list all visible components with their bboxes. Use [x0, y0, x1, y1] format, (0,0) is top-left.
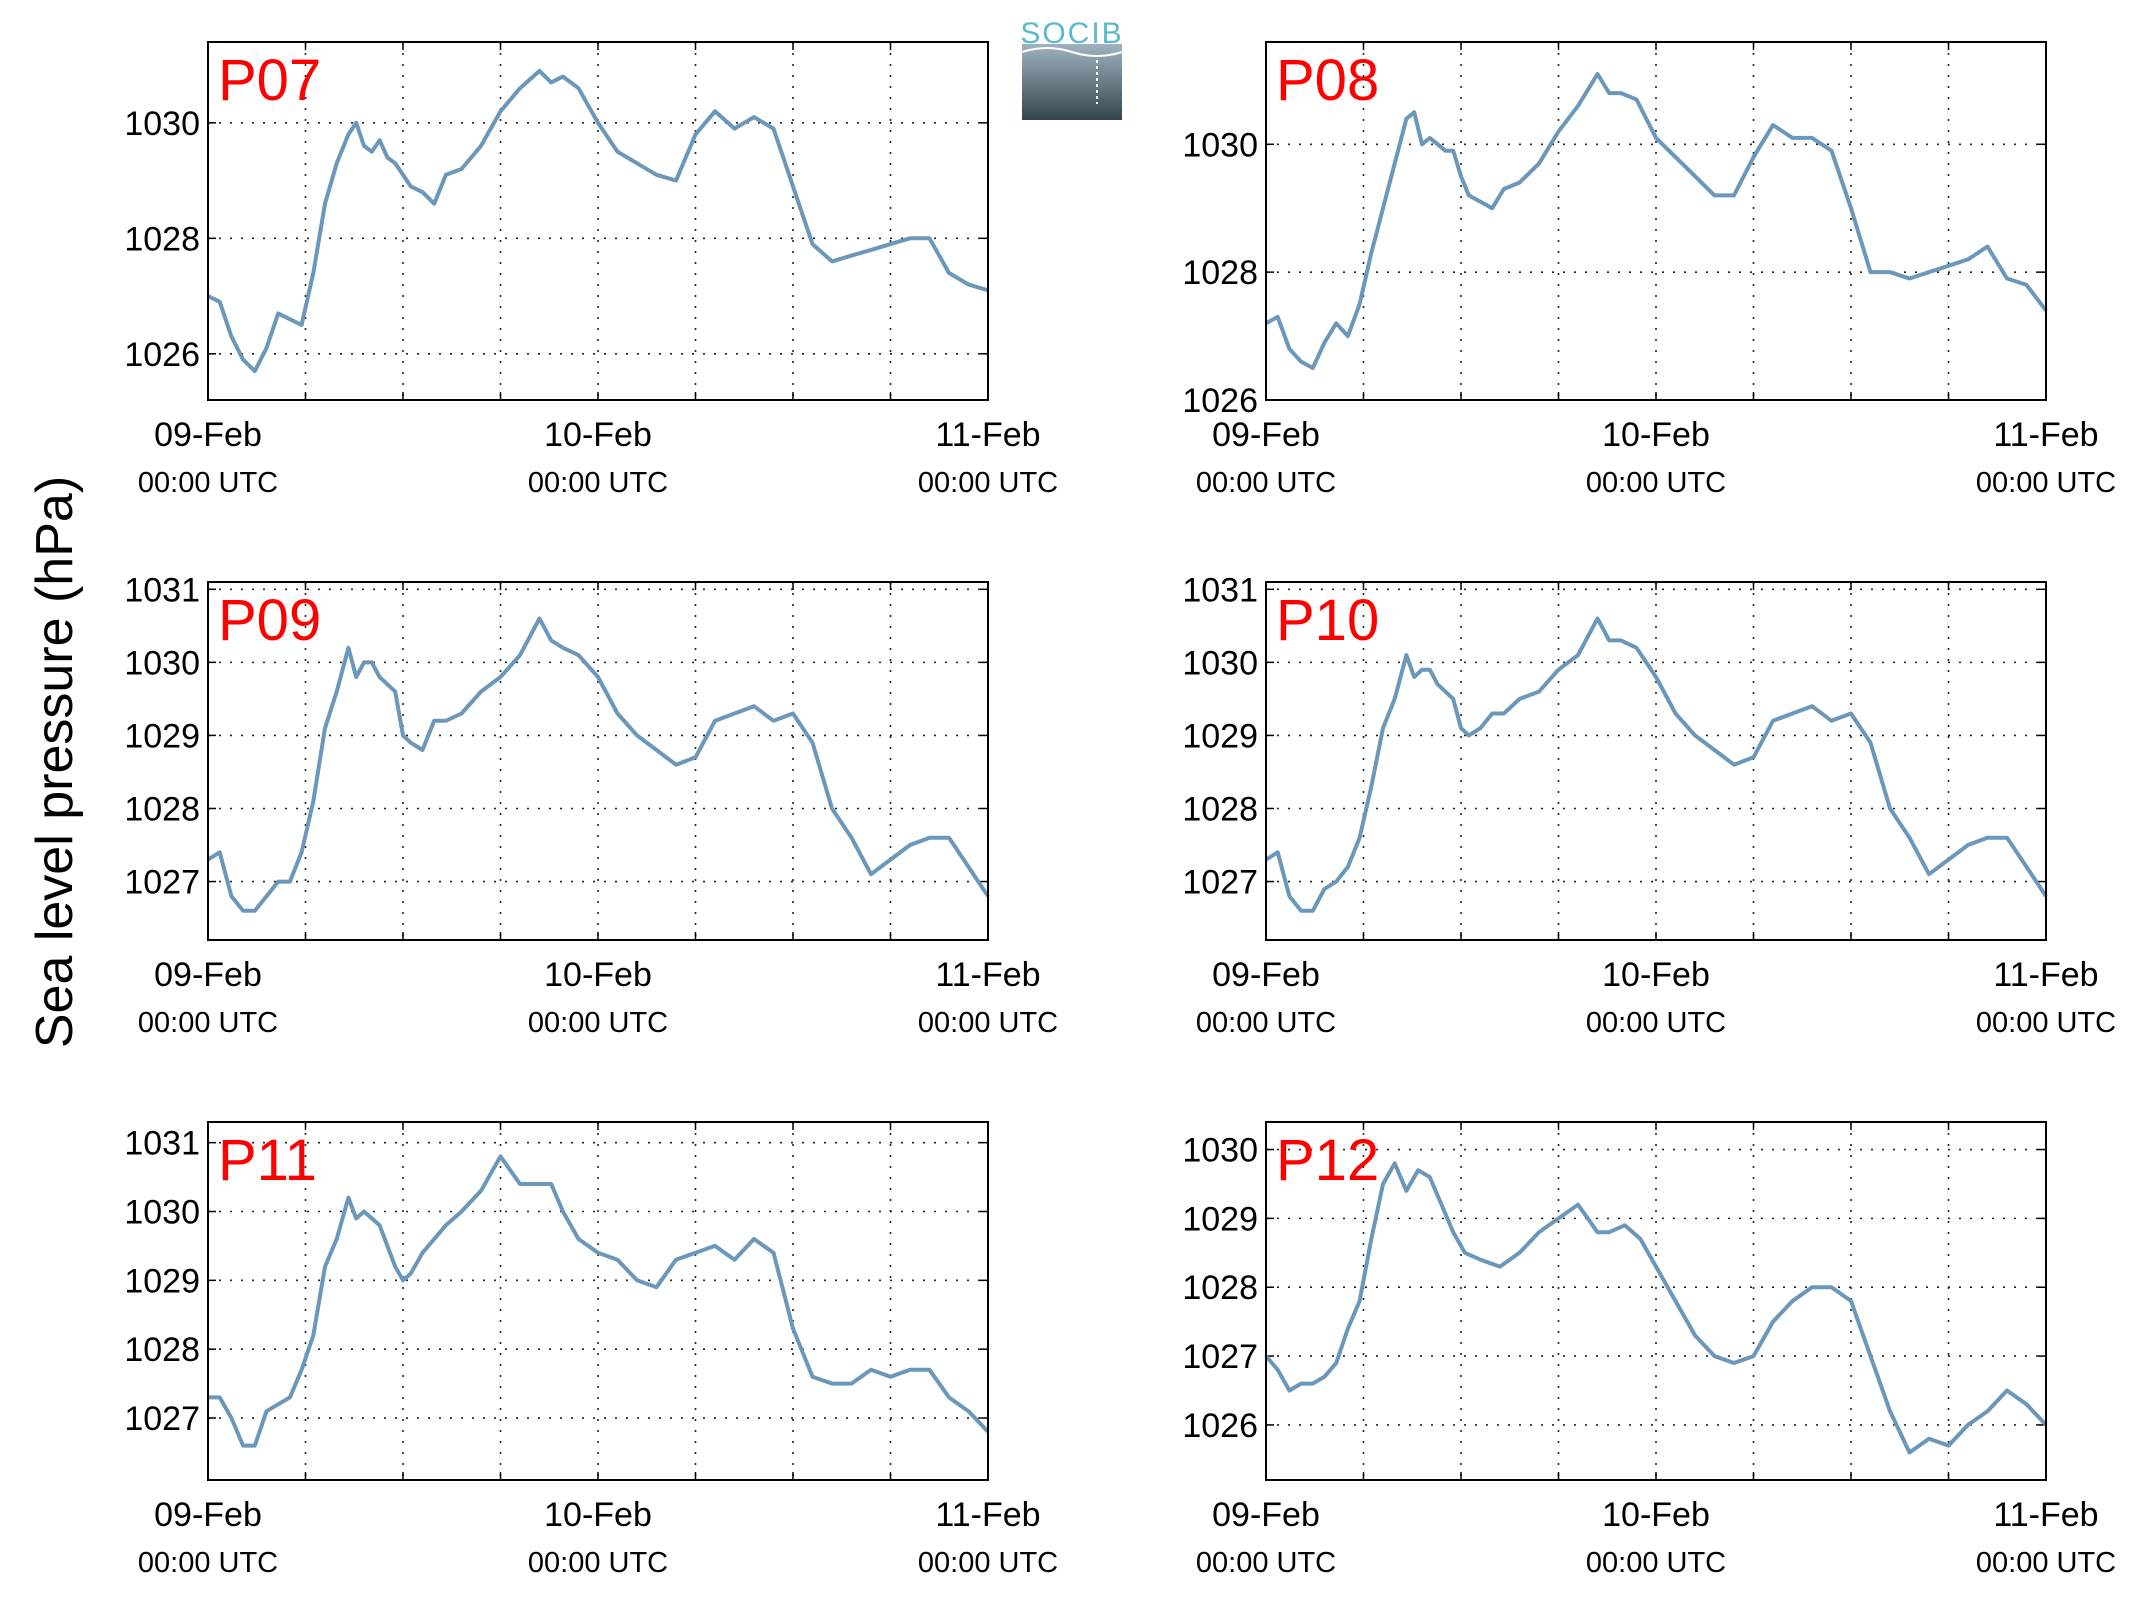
y-tick-label: 1029	[124, 1262, 200, 1300]
x-tick-date-label: 10-Feb	[1602, 416, 1710, 454]
chart-panel-p10: 1027 1028 1029 1030 1031 09-Feb 00:00 UTC 10-Fe…	[1182, 571, 2116, 1039]
panel-label: P09	[218, 588, 321, 653]
y-tick-label: 1028	[124, 1331, 200, 1369]
chart-panel-p08: 1026 1028 1030 09-Feb 00:00 UTC 10-Feb 00:00 U…	[1182, 41, 2116, 499]
series-line-p11	[208, 1154, 990, 1448]
axes-frame	[1265, 1121, 2047, 1481]
x-tick-date-label: 11-Feb	[1993, 1496, 2098, 1534]
x-tick-date-label: 10-Feb	[544, 416, 652, 454]
plot-area	[1266, 1122, 2046, 1480]
y-tick-label: 1028	[1182, 1269, 1258, 1307]
x-tick-date-label: 11-Feb	[935, 956, 1040, 994]
panel-label: P07	[218, 48, 321, 113]
x-tick-date-label: 11-Feb	[935, 416, 1040, 454]
panel-label: P10	[1276, 588, 1379, 653]
panel-label: P08	[1276, 48, 1379, 113]
y-tick-label: 1027	[1182, 864, 1258, 902]
x-tick-time-label: 00:00 UTC	[1196, 1547, 1336, 1579]
y-tick-label: 1029	[1182, 1200, 1258, 1238]
x-tick-time-label: 00:00 UTC	[1196, 467, 1336, 499]
chart-panel-p11: 1027 1028 1029 1030 1031 09-Feb 00:00 UTC 10-Fe…	[124, 1121, 1058, 1579]
x-tick-date-label: 09-Feb	[154, 956, 262, 994]
x-tick-time-label: 00:00 UTC	[918, 467, 1058, 499]
x-tick-time-label: 00:00 UTC	[1976, 1007, 2116, 1039]
y-tick-label: 1030	[124, 105, 200, 143]
y-tick-label: 1030	[124, 644, 200, 682]
chart-panel-p12: 1026 1027 1028 1029 1030 09-Feb 00:00 UTC 10-Fe…	[1182, 1121, 2116, 1579]
y-tick-label: 1030	[1182, 126, 1258, 164]
series-line-p12	[1264, 1161, 2048, 1455]
x-tick-time-label: 00:00 UTC	[918, 1007, 1058, 1039]
plot-area	[208, 1122, 988, 1480]
x-tick-time-label: 00:00 UTC	[138, 1547, 278, 1579]
x-tick-time-label: 00:00 UTC	[1586, 1547, 1726, 1579]
y-tick-label: 1031	[1182, 571, 1258, 609]
y-tick-label: 1026	[1182, 382, 1258, 420]
y-tick-label: 1029	[124, 717, 200, 755]
plot-area	[208, 42, 988, 400]
series-line-p10	[1264, 616, 2048, 913]
y-tick-label: 1029	[1182, 717, 1258, 755]
panel-label: P12	[1276, 1128, 1379, 1193]
x-tick-date-label: 10-Feb	[1602, 956, 1710, 994]
plot-area	[208, 582, 988, 940]
x-tick-time-label: 00:00 UTC	[528, 467, 668, 499]
plot-area	[1266, 582, 2046, 940]
x-tick-date-label: 09-Feb	[154, 1496, 262, 1534]
y-tick-label: 1028	[124, 790, 200, 828]
x-tick-date-label: 11-Feb	[935, 1496, 1040, 1534]
series-line-p07	[207, 68, 989, 374]
axes-frame	[207, 1121, 989, 1481]
panel-label: P11	[218, 1128, 317, 1193]
y-tick-label: 1031	[124, 571, 200, 609]
series-line-p09	[206, 616, 990, 913]
x-tick-date-label: 11-Feb	[1993, 956, 2098, 994]
socib-logo: SOCIB	[1020, 17, 1123, 120]
x-tick-time-label: 00:00 UTC	[1976, 467, 2116, 499]
axes-frame	[207, 41, 989, 401]
x-tick-date-label: 10-Feb	[544, 1496, 652, 1534]
x-tick-date-label: 10-Feb	[544, 956, 652, 994]
y-tick-label: 1027	[124, 864, 200, 902]
x-tick-time-label: 00:00 UTC	[138, 1007, 278, 1039]
y-tick-label: 1030	[1182, 644, 1258, 682]
plot-area	[1266, 42, 2046, 400]
x-tick-time-label: 00:00 UTC	[528, 1547, 668, 1579]
chart-panel-p07: 1026 1028 1030 09-Feb 00:00 UTC 10-Feb 00:00 U…	[124, 41, 1058, 499]
x-tick-time-label: 00:00 UTC	[528, 1007, 668, 1039]
x-tick-time-label: 00:00 UTC	[138, 467, 278, 499]
x-tick-time-label: 00:00 UTC	[1976, 1547, 2116, 1579]
y-tick-label: 1027	[124, 1400, 200, 1438]
y-tick-label: 1028	[124, 220, 200, 258]
x-tick-time-label: 00:00 UTC	[1196, 1007, 1336, 1039]
x-tick-time-label: 00:00 UTC	[1586, 467, 1726, 499]
x-tick-date-label: 11-Feb	[1993, 416, 2098, 454]
logo-text: SOCIB	[1020, 17, 1123, 50]
chart-panel-p09: 1027 1028 1029 1030 1031 09-Feb 00:00 UTC 10-Fe…	[124, 571, 1058, 1039]
x-tick-time-label: 00:00 UTC	[918, 1547, 1058, 1579]
y-tick-label: 1027	[1182, 1338, 1258, 1376]
x-tick-date-label: 09-Feb	[1212, 416, 1320, 454]
x-tick-time-label: 00:00 UTC	[1586, 1007, 1726, 1039]
y-tick-label: 1028	[1182, 790, 1258, 828]
y-tick-label: 1030	[1182, 1132, 1258, 1170]
y-tick-label: 1031	[124, 1125, 200, 1163]
y-tick-label: 1028	[1182, 254, 1258, 292]
y-tick-label: 1026	[124, 336, 200, 374]
series-line-p08	[1265, 72, 2048, 370]
panels: 1026 1028 1030 09-Feb 00:00 UTC 10-Feb 00:00 U…	[124, 41, 2116, 1579]
y-tick-label: 1030	[124, 1194, 200, 1232]
x-tick-date-label: 09-Feb	[154, 416, 262, 454]
axes-frame	[207, 581, 989, 941]
y-tick-label: 1026	[1182, 1407, 1258, 1445]
x-tick-date-label: 09-Feb	[1212, 956, 1320, 994]
x-tick-date-label: 10-Feb	[1602, 1496, 1710, 1534]
y-axis-label: Sea level pressure (hPa)	[26, 476, 84, 1048]
axes-frame	[1265, 581, 2047, 941]
axes-frame	[1265, 41, 2047, 401]
x-tick-date-label: 09-Feb	[1212, 1496, 1320, 1534]
